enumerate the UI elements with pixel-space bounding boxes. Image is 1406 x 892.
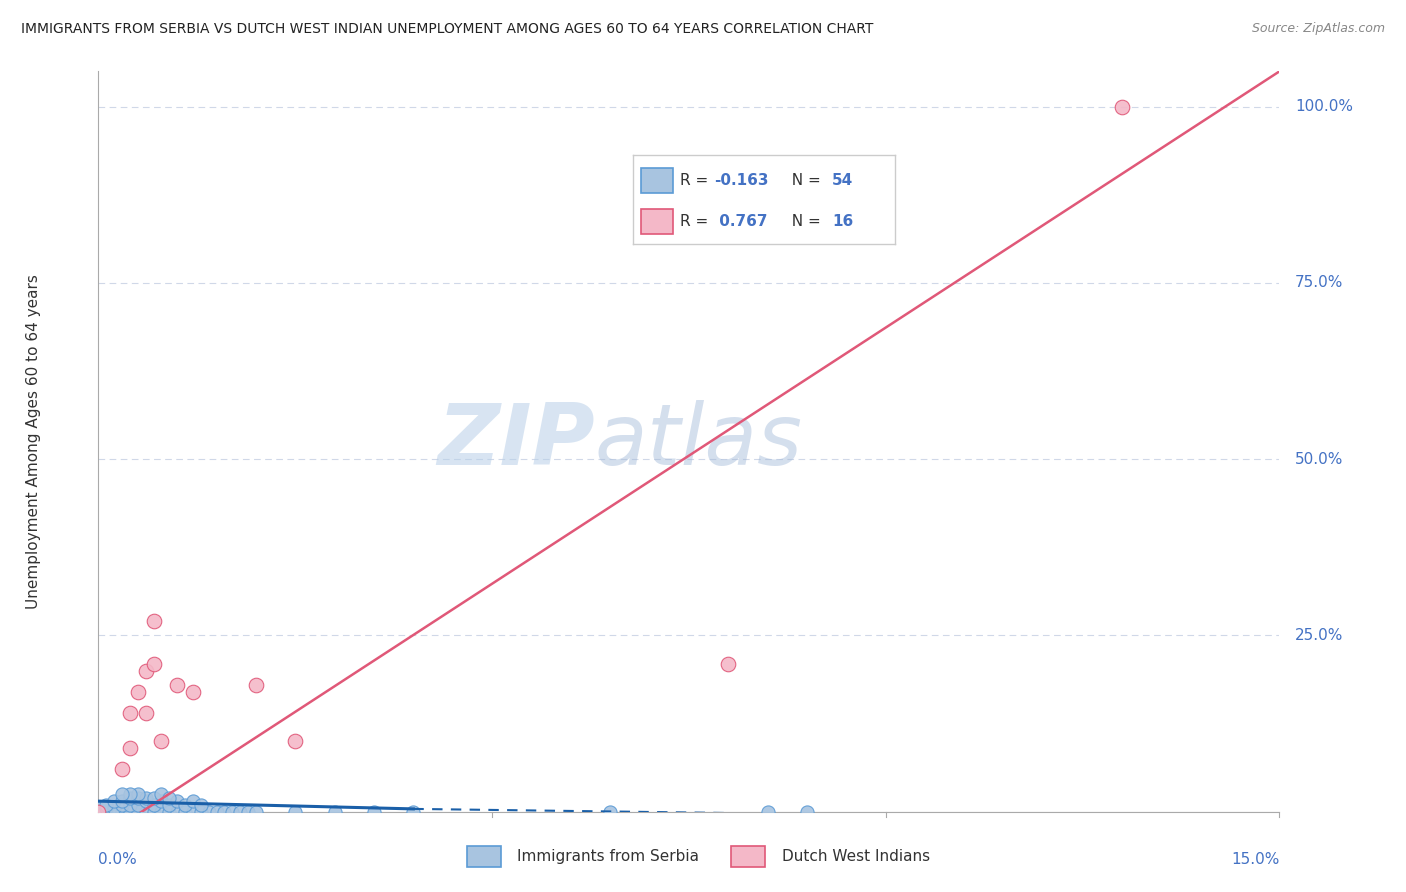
Point xyxy=(166,678,188,692)
Point xyxy=(96,805,118,819)
Point xyxy=(157,797,180,812)
Point xyxy=(157,790,180,805)
Point xyxy=(135,706,157,720)
Bar xyxy=(641,168,672,193)
Point xyxy=(142,790,165,805)
Point xyxy=(118,706,141,720)
Point xyxy=(111,787,134,801)
Point xyxy=(166,805,188,819)
Point xyxy=(127,790,149,805)
Text: -0.163: -0.163 xyxy=(714,173,769,187)
Point xyxy=(118,790,141,805)
Point xyxy=(96,797,118,812)
Point xyxy=(127,797,149,812)
Point xyxy=(142,657,165,671)
Point xyxy=(181,805,204,819)
Point xyxy=(111,763,134,777)
Point xyxy=(796,805,818,819)
Text: N =: N = xyxy=(783,173,827,187)
Point xyxy=(190,805,212,819)
Bar xyxy=(641,209,672,234)
Text: atlas: atlas xyxy=(595,400,803,483)
Point xyxy=(103,805,125,819)
Text: Unemployment Among Ages 60 to 64 years: Unemployment Among Ages 60 to 64 years xyxy=(25,274,41,609)
Point xyxy=(284,734,307,748)
Point xyxy=(135,790,157,805)
Point xyxy=(118,741,141,756)
Point xyxy=(111,797,134,812)
Point xyxy=(205,805,228,819)
Bar xyxy=(467,846,501,867)
Point xyxy=(402,805,425,819)
Point xyxy=(157,805,180,819)
Point xyxy=(214,805,236,819)
Text: Dutch West Indians: Dutch West Indians xyxy=(782,849,929,863)
Text: 75.0%: 75.0% xyxy=(1295,276,1344,291)
Text: Source: ZipAtlas.com: Source: ZipAtlas.com xyxy=(1251,22,1385,36)
Point xyxy=(103,794,125,808)
Point xyxy=(221,805,243,819)
Point xyxy=(118,805,141,819)
Point xyxy=(245,678,267,692)
Point xyxy=(717,657,740,671)
Point xyxy=(756,805,779,819)
Text: Immigrants from Serbia: Immigrants from Serbia xyxy=(517,849,699,863)
Point xyxy=(150,805,173,819)
Text: N =: N = xyxy=(783,214,827,228)
Point xyxy=(135,664,157,678)
Point xyxy=(166,794,188,808)
Point xyxy=(323,805,346,819)
Text: 0.767: 0.767 xyxy=(714,214,768,228)
Bar xyxy=(731,846,765,867)
Point xyxy=(150,734,173,748)
Point xyxy=(245,805,267,819)
Text: 0.0%: 0.0% xyxy=(98,853,138,867)
Text: 25.0%: 25.0% xyxy=(1295,628,1344,643)
Point xyxy=(229,805,252,819)
Point xyxy=(135,794,157,808)
Point xyxy=(96,801,118,815)
Point xyxy=(87,805,110,819)
Point xyxy=(103,801,125,815)
Text: R =: R = xyxy=(681,214,714,228)
Text: R =: R = xyxy=(681,173,714,187)
Point xyxy=(127,685,149,699)
Point xyxy=(236,805,259,819)
Point xyxy=(284,805,307,819)
Point xyxy=(135,805,157,819)
Text: 50.0%: 50.0% xyxy=(1295,451,1344,467)
Point xyxy=(363,805,385,819)
Point xyxy=(127,805,149,819)
Point xyxy=(118,797,141,812)
Point xyxy=(1111,100,1133,114)
Point xyxy=(150,794,173,808)
Point xyxy=(181,794,204,808)
Point xyxy=(181,685,204,699)
Point xyxy=(127,787,149,801)
Point xyxy=(197,805,219,819)
Point xyxy=(111,805,134,819)
Point xyxy=(142,797,165,812)
Point xyxy=(599,805,621,819)
Point xyxy=(87,801,110,815)
Point xyxy=(142,805,165,819)
Point xyxy=(142,615,165,629)
Text: 15.0%: 15.0% xyxy=(1232,853,1279,867)
Text: ZIP: ZIP xyxy=(437,400,595,483)
Point xyxy=(174,797,197,812)
Text: 100.0%: 100.0% xyxy=(1295,99,1353,114)
Text: 16: 16 xyxy=(832,214,853,228)
Text: IMMIGRANTS FROM SERBIA VS DUTCH WEST INDIAN UNEMPLOYMENT AMONG AGES 60 TO 64 YEA: IMMIGRANTS FROM SERBIA VS DUTCH WEST IND… xyxy=(21,22,873,37)
Point xyxy=(118,787,141,801)
Point xyxy=(190,797,212,812)
Text: 54: 54 xyxy=(832,173,853,187)
Point xyxy=(87,805,110,819)
Point xyxy=(111,794,134,808)
Point xyxy=(174,805,197,819)
Point xyxy=(150,787,173,801)
